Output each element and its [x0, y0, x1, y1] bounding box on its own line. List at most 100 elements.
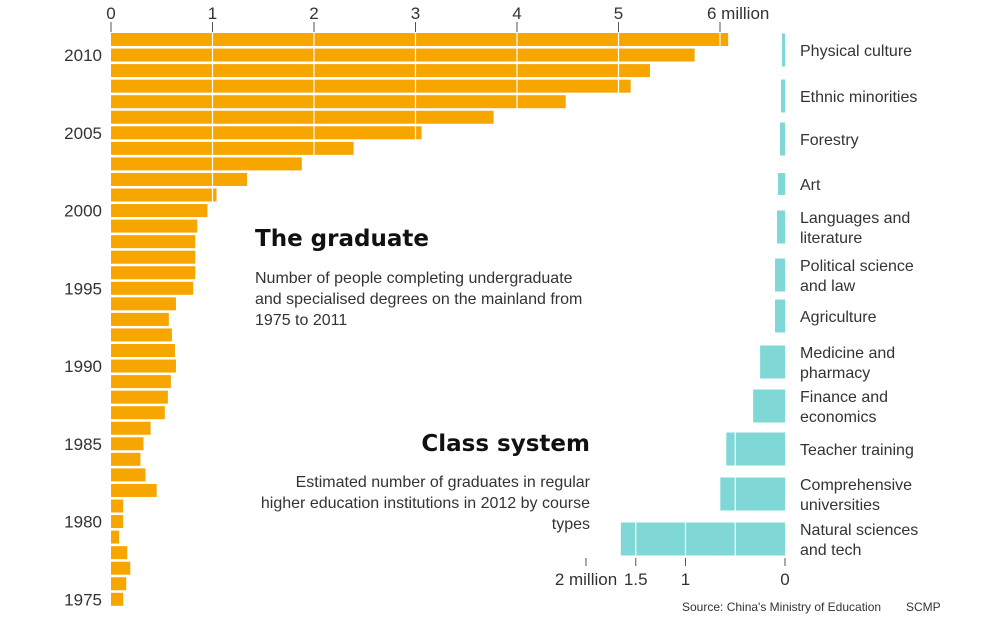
category-label-ethnic-minorities: Ethnic minorities: [800, 89, 917, 106]
bar-languages-and-literature: [777, 210, 785, 244]
year-label-2010: 2010: [64, 46, 102, 65]
category-label-line: literature: [800, 230, 862, 247]
source-note: Source: China's Ministry of Education: [682, 600, 882, 614]
top-tick-label-0: 0: [106, 4, 115, 23]
bar-year-2008: [111, 79, 631, 93]
bar-year-1993: [111, 312, 169, 326]
top-tick-label-1: 1: [208, 4, 217, 23]
bar-year-1978: [111, 546, 128, 560]
graduate-subtitle: Number of people completing undergraduat…: [255, 270, 583, 329]
category-label-line: Languages and: [800, 210, 910, 227]
category-label-languages-and-literature: Languages and literature: [800, 210, 910, 247]
year-label-1985: 1985: [64, 435, 102, 454]
bar-year-1988: [111, 390, 168, 404]
bar-year-1980: [111, 515, 124, 529]
bar-year-2004: [111, 141, 354, 155]
bar-comprehensive-universities: [720, 477, 785, 511]
bar-political-science-and-law: [775, 258, 785, 292]
top-tick-label-4: 4: [512, 4, 521, 23]
bar-ethnic-minorities: [781, 79, 785, 113]
category-label-line: pharmacy: [800, 365, 870, 382]
category-label-physical-culture: Physical culture: [800, 43, 912, 60]
category-label-natural-sciences-and-tech: Natural sciences and tech: [800, 522, 918, 559]
category-label-art: Art: [800, 177, 821, 194]
bar-year-1975: [111, 592, 124, 606]
bar-finance-and-economics: [753, 389, 785, 423]
bar-year-1983: [111, 468, 146, 482]
bar-year-2005: [111, 126, 422, 140]
top-tick-label-6: 6 million: [707, 4, 769, 23]
category-label-forestry: Forestry: [800, 132, 859, 149]
top-tick-label-2: 2: [309, 4, 318, 23]
top-tick-label-5: 5: [614, 4, 623, 23]
year-label-2005: 2005: [64, 124, 102, 143]
brand-label: SCMP: [906, 600, 941, 614]
bar-natural-sciences-and-tech: [620, 522, 785, 556]
bar-year-2002: [111, 172, 248, 186]
top-tick-label-3: 3: [411, 4, 420, 23]
bar-art: [778, 173, 785, 195]
bottom-tick-label-1: 1.5: [624, 570, 648, 589]
bar-year-1986: [111, 421, 151, 435]
category-label-teacher-training: Teacher training: [800, 442, 914, 459]
bottom-tick-label-3: 0: [780, 570, 789, 589]
category-label-medicine-and-pharmacy: Medicine and pharmacy: [800, 345, 895, 382]
category-label-line: and tech: [800, 542, 861, 559]
bar-year-1981: [111, 499, 124, 513]
category-label-line: Political science: [800, 258, 914, 275]
bar-year-1985: [111, 437, 144, 451]
bar-year-1982: [111, 483, 157, 497]
bar-physical-culture: [782, 33, 785, 67]
bar-year-1987: [111, 406, 165, 420]
class-system-subtitle: Estimated number of graduates in regular…: [260, 474, 590, 533]
year-label-1975: 1975: [64, 590, 102, 609]
bar-year-2011: [111, 33, 729, 46]
category-label-line: universities: [800, 497, 880, 514]
category-label-agriculture: Agriculture: [800, 309, 877, 326]
bar-year-1989: [111, 375, 171, 389]
bar-medicine-and-pharmacy: [760, 345, 785, 379]
bar-year-1995: [111, 281, 194, 295]
bar-year-2001: [111, 188, 217, 202]
category-label-line: and law: [800, 278, 856, 295]
category-label-finance-and-economics: Finance and economics: [800, 389, 888, 426]
bar-year-1984: [111, 452, 141, 466]
bar-year-1999: [111, 219, 198, 233]
bar-year-1977: [111, 561, 131, 575]
category-label-line: Natural sciences: [800, 522, 918, 539]
bar-year-2000: [111, 204, 208, 218]
bar-year-1990: [111, 359, 176, 373]
bar-year-1994: [111, 297, 176, 311]
category-label-political-science-and-law: Political science and law: [800, 258, 914, 295]
bar-year-2003: [111, 157, 302, 171]
year-label-1990: 1990: [64, 357, 102, 376]
category-label-line: economics: [800, 409, 876, 426]
bottom-tick-label-0: 2 million: [555, 570, 617, 589]
bar-year-1998: [111, 235, 196, 249]
bar-year-1997: [111, 250, 196, 264]
bar-year-1991: [111, 344, 175, 357]
graduate-title: The graduate: [255, 226, 429, 252]
bar-forestry: [780, 122, 785, 156]
year-label-1995: 1995: [64, 279, 102, 298]
bar-year-2007: [111, 95, 566, 109]
bar-agriculture: [775, 299, 785, 333]
bar-year-1979: [111, 530, 120, 544]
category-label-line: Medicine and: [800, 345, 895, 362]
year-label-1980: 1980: [64, 513, 102, 532]
category-label-line: Comprehensive: [800, 477, 912, 494]
bar-year-2006: [111, 110, 494, 124]
bar-teacher-training: [726, 432, 785, 466]
bar-year-2010: [111, 48, 695, 62]
bar-year-2009: [111, 64, 650, 78]
bar-year-1996: [111, 266, 196, 280]
category-label-line: Finance and: [800, 389, 888, 406]
class-system-title: Class system: [421, 431, 590, 457]
year-label-2000: 2000: [64, 202, 102, 221]
bottom-tick-label-2: 1: [681, 570, 690, 589]
category-label-comprehensive-universities: Comprehensive universities: [800, 477, 912, 514]
bar-year-1976: [111, 577, 127, 591]
bar-year-1992: [111, 328, 172, 342]
